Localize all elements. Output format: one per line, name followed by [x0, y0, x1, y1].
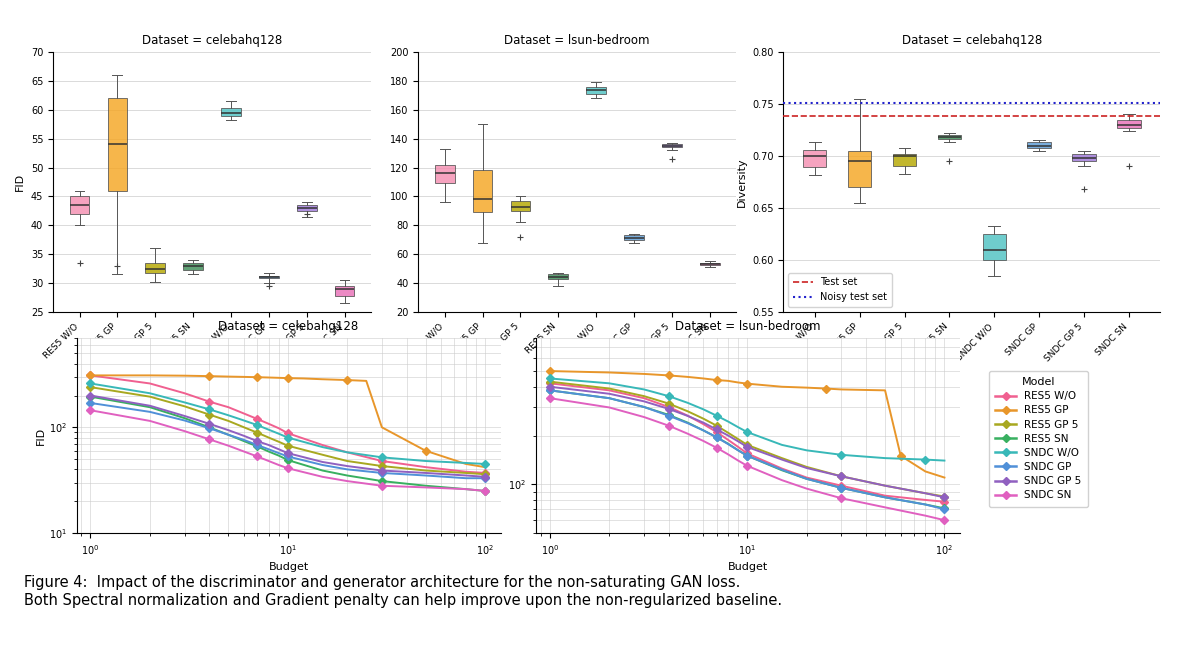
PathPatch shape	[1117, 120, 1140, 128]
PathPatch shape	[435, 164, 455, 183]
PathPatch shape	[70, 196, 90, 214]
PathPatch shape	[221, 108, 240, 116]
PathPatch shape	[472, 170, 492, 213]
PathPatch shape	[700, 263, 720, 265]
X-axis label: Budget: Budget	[269, 562, 309, 572]
Title: Dataset = lsun-bedroom: Dataset = lsun-bedroom	[504, 34, 650, 47]
Y-axis label: FID: FID	[15, 173, 25, 191]
Legend: RES5 W/O, RES5 GP, RES5 GP 5, RES5 SN, SNDC W/O, SNDC GP, SNDC GP 5, SNDC SN: RES5 W/O, RES5 GP, RES5 GP 5, RES5 SN, S…	[988, 371, 1087, 506]
X-axis label: Budget: Budget	[728, 562, 768, 572]
Title: Dataset = celebahq128: Dataset = celebahq128	[141, 34, 283, 47]
PathPatch shape	[549, 274, 568, 279]
PathPatch shape	[510, 201, 530, 211]
PathPatch shape	[662, 144, 682, 148]
Y-axis label: Diversity: Diversity	[736, 157, 747, 207]
PathPatch shape	[803, 150, 827, 168]
PathPatch shape	[982, 234, 1006, 260]
Title: Dataset = celebahq128: Dataset = celebahq128	[901, 34, 1043, 47]
PathPatch shape	[184, 263, 203, 270]
PathPatch shape	[107, 98, 127, 190]
Title: Dataset = celebahq128: Dataset = celebahq128	[218, 320, 359, 333]
PathPatch shape	[624, 235, 644, 240]
PathPatch shape	[587, 86, 605, 94]
Y-axis label: FID: FID	[37, 426, 46, 445]
PathPatch shape	[938, 135, 961, 139]
PathPatch shape	[297, 205, 317, 211]
PathPatch shape	[848, 151, 872, 187]
PathPatch shape	[1072, 154, 1096, 161]
Text: Figure 4:  Impact of the discriminator and generator architecture for the non-sa: Figure 4: Impact of the discriminator an…	[24, 575, 782, 608]
PathPatch shape	[145, 263, 165, 273]
PathPatch shape	[1027, 142, 1051, 148]
Legend: Test set, Noisy test set: Test set, Noisy test set	[788, 272, 892, 307]
Title: Dataset = lsun-bedroom: Dataset = lsun-bedroom	[675, 320, 821, 333]
PathPatch shape	[259, 276, 279, 278]
PathPatch shape	[893, 154, 916, 166]
PathPatch shape	[335, 286, 355, 296]
